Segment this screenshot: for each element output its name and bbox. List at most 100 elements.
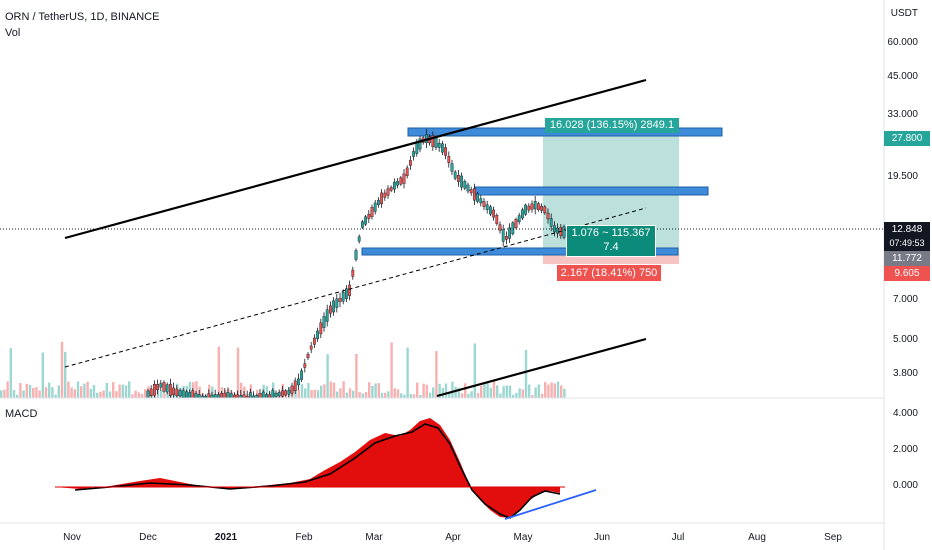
volume-bar <box>342 381 345 398</box>
candle-body <box>399 177 403 185</box>
volume-bar <box>496 385 499 398</box>
volume-bar <box>460 393 464 398</box>
candle-body <box>345 288 348 299</box>
candle-body <box>297 378 300 386</box>
candle-body <box>530 203 534 210</box>
volume-bar <box>86 381 89 398</box>
candle-body <box>181 390 185 398</box>
time-label: Aug <box>748 532 766 543</box>
volume-bar <box>80 386 83 398</box>
volume-bar <box>361 393 364 398</box>
support-price-tag: 11.772 <box>884 251 930 266</box>
candle-body <box>287 390 291 395</box>
volume-bar <box>195 381 198 398</box>
candle-body <box>265 394 268 399</box>
volume-bar <box>384 392 387 398</box>
time-label: Jun <box>593 532 611 543</box>
candle-body <box>453 171 457 179</box>
volume-bar <box>406 347 409 398</box>
volume-bar <box>550 382 553 398</box>
volume-bar <box>169 394 172 398</box>
candle-body <box>460 175 463 188</box>
volume-bar <box>115 391 118 398</box>
candle-body <box>274 392 278 397</box>
upper-trend-line <box>64 78 647 240</box>
volume-bar <box>6 381 9 398</box>
candle-body <box>197 394 201 399</box>
volume-bar <box>124 385 128 398</box>
candle-body <box>540 205 544 211</box>
price-tick: 33.000 <box>887 109 918 120</box>
candle-body <box>364 216 367 225</box>
volume-bar <box>451 381 454 398</box>
volume-bar <box>528 384 531 398</box>
candle-body <box>418 138 422 150</box>
volume-bar <box>390 342 393 398</box>
candle-body <box>309 345 313 350</box>
volume-bar <box>387 391 390 398</box>
volume-bar <box>534 387 537 398</box>
macd-label: MACD <box>5 408 38 420</box>
macd-tick: 4.000 <box>892 408 918 419</box>
volume-bar <box>521 389 524 398</box>
volume-bar <box>16 394 19 398</box>
volume-bar <box>163 393 166 398</box>
mid-channel-line <box>64 207 647 368</box>
volume-bar <box>374 383 377 398</box>
volume-bar <box>560 385 563 398</box>
volume-bar <box>489 387 492 398</box>
volume-bar <box>304 388 307 398</box>
volume-bar <box>457 387 460 398</box>
candle-body <box>156 384 159 390</box>
candle-body <box>290 385 294 394</box>
price-tick: 45.000 <box>887 71 918 82</box>
risk-reward-line1: 1.076 ~ 115.367 <box>571 227 651 239</box>
volume-bar <box>76 381 80 398</box>
candle-body <box>191 390 195 399</box>
volume-bar <box>502 386 505 398</box>
volume-bar <box>326 354 329 398</box>
candle-body <box>322 316 326 328</box>
volume-bar <box>352 390 355 398</box>
volume-bar <box>553 383 556 398</box>
candle-body <box>383 192 387 198</box>
volume-bar <box>473 343 476 398</box>
candle-body <box>258 393 262 399</box>
volume-bar <box>355 353 358 398</box>
macd-tick: 0.000 <box>892 480 918 491</box>
volume-bar <box>345 392 348 398</box>
candle-body <box>524 204 528 215</box>
volume-bar <box>515 392 518 398</box>
volume-bar <box>236 347 240 398</box>
support-zone <box>361 247 679 256</box>
currency-label: USDT <box>890 8 918 19</box>
price-tick: 5.000 <box>892 334 918 345</box>
candle-body <box>473 188 476 201</box>
candle-body <box>213 394 217 399</box>
candle-body <box>409 160 412 166</box>
time-label: Dec <box>139 532 157 543</box>
candle-body <box>146 390 150 399</box>
volume-bar <box>9 348 12 398</box>
candle-body <box>248 392 252 399</box>
candle-body <box>386 188 390 196</box>
candle-body <box>396 181 399 186</box>
volume-bar <box>556 381 560 398</box>
volume-bar <box>448 392 451 398</box>
candle-body <box>149 388 153 397</box>
volume-bar <box>128 381 131 398</box>
volume-bar <box>409 394 412 398</box>
candle-body <box>537 203 540 210</box>
volume-bar <box>371 385 374 398</box>
candle-body <box>329 305 332 314</box>
volume-bar <box>92 385 96 398</box>
volume-bar <box>307 382 310 398</box>
candle-body <box>405 167 409 176</box>
candle-body <box>188 392 191 399</box>
trend-lines[interactable] <box>64 78 647 398</box>
volume-bar <box>438 383 441 398</box>
candle-body <box>281 390 284 397</box>
candle-body <box>489 206 492 215</box>
